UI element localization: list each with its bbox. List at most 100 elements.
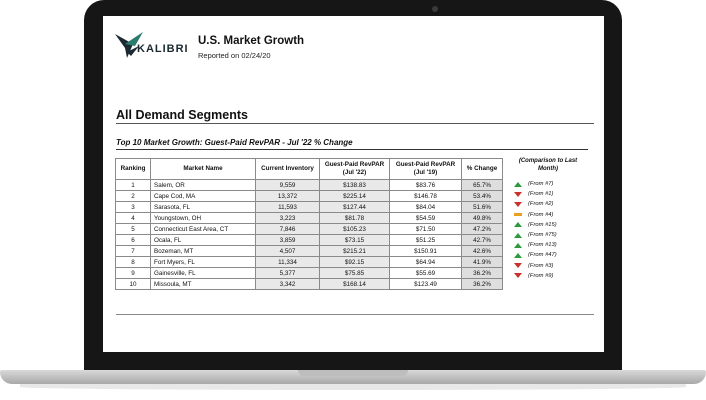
revpar-jul22-cell: $127.44 (319, 201, 390, 213)
col-ranking: Ranking (115, 158, 151, 180)
rank-cell: 4 (115, 212, 151, 224)
divider (116, 123, 594, 124)
inventory-cell: 7,846 (255, 223, 320, 235)
revpar-jul19-cell: $55.69 (389, 267, 462, 279)
laptop-shadow (20, 384, 686, 390)
col-market: Market Name (150, 158, 256, 180)
trend-up-icon (514, 232, 522, 238)
inventory-cell: 4,507 (255, 245, 320, 257)
comparison-text: (From #47) (528, 252, 557, 259)
change-cell: 36.2% (461, 267, 503, 279)
rank-cell: 10 (115, 278, 151, 290)
change-cell: 42.7% (461, 234, 503, 246)
logo-text: KALIBRI (137, 43, 189, 55)
inventory-cell: 9,559 (255, 179, 320, 191)
revpar-jul19-cell: $123.49 (389, 278, 462, 290)
comparison-text: (From #2) (528, 201, 554, 208)
inventory-cell: 13,372 (255, 190, 320, 202)
revpar-jul22-cell: $92.15 (319, 256, 390, 268)
change-cell: 47.2% (461, 223, 503, 235)
change-cell: 51.6% (461, 201, 503, 213)
trend-flat-icon (514, 213, 522, 217)
table-row: 5 Connecticut East Area, CT 7,846 $105.23 $7… (115, 223, 503, 235)
comparison-row: (From #4) (514, 210, 584, 220)
inventory-cell: 5,377 (255, 267, 320, 279)
rank-cell: 5 (115, 223, 151, 235)
col-revpar-jul22: Guest-Paid RevPAR (Jul '22) (319, 158, 390, 180)
market-cell: Bozeman, MT (150, 245, 256, 257)
rank-cell: 9 (115, 267, 151, 279)
revpar-jul19-cell: $51.25 (389, 234, 462, 246)
revpar-jul22-cell: $105.23 (319, 223, 390, 235)
rank-cell: 6 (115, 234, 151, 246)
table-title: Top 10 Market Growth: Guest-Paid RevPAR … (116, 138, 353, 147)
market-cell: Connecticut East Area, CT (150, 223, 256, 235)
table-header-row: Ranking Market Name Current Inventory Gu… (115, 158, 503, 180)
comparison-header: (Comparison to Last Month) (518, 158, 578, 172)
revpar-jul19-cell: $54.59 (389, 212, 462, 224)
comparison-text: (From #13) (528, 242, 557, 249)
change-cell: 41.9% (461, 256, 503, 268)
rank-cell: 1 (115, 179, 151, 191)
revpar-jul19-cell: $71.50 (389, 223, 462, 235)
table-row: 8 Fort Myers, FL 11,334 $92.15 $64.94 41.9% (115, 256, 503, 268)
revpar-jul22-cell: $81.78 (319, 212, 390, 224)
change-cell: 53.4% (461, 190, 503, 202)
trend-down-icon (514, 201, 522, 207)
rank-cell: 3 (115, 201, 151, 213)
comparison-row: (From #2) (514, 199, 584, 209)
trend-up-icon (514, 242, 522, 248)
laptop-notch (298, 370, 408, 376)
rank-cell: 2 (115, 190, 151, 202)
market-cell: Fort Myers, FL (150, 256, 256, 268)
rank-cell: 7 (115, 245, 151, 257)
table-row: 6 Ocala, FL 3,859 $73.15 $51.25 42.7% (115, 234, 503, 246)
trend-up-icon (514, 222, 522, 228)
table-row: 7 Bozeman, MT 4,507 $215.21 $150.91 42.6% (115, 245, 503, 257)
report-title: U.S. Market Growth (198, 35, 305, 47)
revpar-jul19-cell: $83.76 (389, 179, 462, 191)
comparison-text: (From #3) (528, 262, 554, 269)
comparison-row: (From #7) (514, 179, 584, 189)
market-cell: Youngstown, OH (150, 212, 256, 224)
revpar-jul22-cell: $75.85 (319, 267, 390, 279)
inventory-cell: 11,593 (255, 201, 320, 213)
comparison-text: (From #9) (528, 272, 554, 279)
divider (116, 314, 594, 315)
kalibri-logo-icon (115, 32, 143, 58)
divider (116, 149, 588, 150)
inventory-cell: 11,334 (255, 256, 320, 268)
col-revpar-jul19: Guest-Paid RevPAR (Jul '19) (389, 158, 462, 180)
col-revpar-jul22-line2: (Jul '22) (342, 169, 367, 176)
comparison-text: (From #15) (528, 221, 557, 228)
trend-up-icon (514, 181, 522, 187)
revpar-jul19-cell: $64.94 (389, 256, 462, 268)
report-date: Reported on 02/24/20 (198, 51, 271, 60)
change-cell: 36.2% (461, 278, 503, 290)
market-cell: Salem, OR (150, 179, 256, 191)
table-row: 3 Sarasota, FL 11,593 $127.44 $84.04 51.6% (115, 201, 503, 213)
segment-title: All Demand Segments (116, 108, 248, 122)
comparison-text: (From #75) (528, 232, 557, 239)
revpar-jul19-cell: $146.78 (389, 190, 462, 202)
change-cell: 49.8% (461, 212, 503, 224)
trend-up-icon (514, 252, 522, 258)
market-cell: Sarasota, FL (150, 201, 256, 213)
revpar-jul22-cell: $225.14 (319, 190, 390, 202)
market-cell: Ocala, FL (150, 234, 256, 246)
col-revpar-jul19-line2: (Jul '19) (413, 169, 438, 176)
table-row: 9 Gainesville, FL 5,377 $75.85 $55.69 36.2% (115, 267, 503, 279)
comparison-text: (From #7) (528, 181, 554, 188)
col-revpar-jul19-line1: Guest-Paid RevPAR (395, 161, 456, 168)
col-inventory: Current Inventory (255, 158, 320, 180)
revpar-jul22-cell: $215.21 (319, 245, 390, 257)
revpar-jul22-cell: $138.83 (319, 179, 390, 191)
revpar-jul22-cell: $73.15 (319, 234, 390, 246)
table-row: 4 Youngstown, OH 3,223 $81.78 $54.59 49.8% (115, 212, 503, 224)
comparison-row: (From #47) (514, 250, 584, 260)
comparison-row: (From #9) (514, 271, 584, 281)
change-cell: 42.6% (461, 245, 503, 257)
webcam-icon (432, 6, 438, 12)
col-change: % Change (461, 158, 503, 180)
table-row: 1 Salem, OR 9,559 $138.83 $83.76 65.7% (115, 179, 503, 191)
